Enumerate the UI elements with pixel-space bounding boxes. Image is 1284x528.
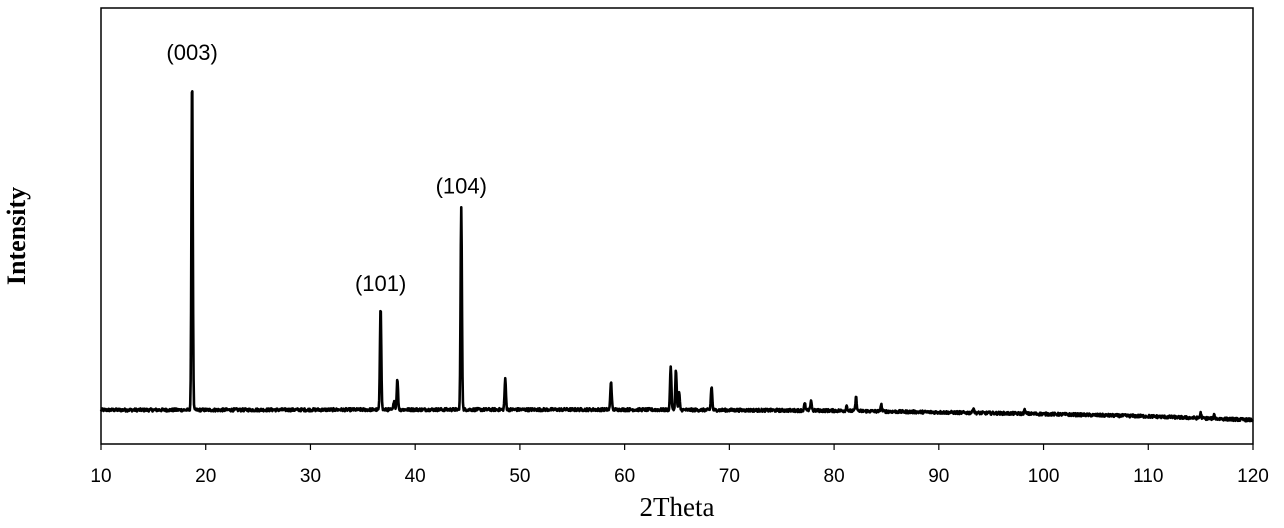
series-group [99,90,1254,423]
x-tick-label: 20 [195,466,216,487]
x-tick-label: 90 [928,466,949,487]
x-tick-label: 50 [509,466,530,487]
x-tick-label: 110 [1133,466,1163,487]
peak-annotations: (003) (101) (104) [166,40,487,296]
y-axis-title: Intensity [2,187,31,285]
x-tick-label: 70 [719,466,740,487]
x-tick-label: 100 [1028,466,1060,487]
plot-frame [100,7,1254,445]
x-tick-label: 120 [1237,466,1269,487]
peak-label: (104) [436,174,487,199]
x-axis-title: 2Theta [640,492,715,522]
x-tick-label: 30 [300,466,321,487]
x-tick-label: 10 [90,466,111,487]
x-tick-label: 80 [824,466,845,487]
x-tick-label: 60 [614,466,635,487]
xrd-pattern-line [99,90,1254,423]
peak-label: (003) [166,40,217,65]
x-tick-label: 40 [405,466,426,487]
x-ticks: 10 20 30 40 50 60 70 80 90 100 110 120 [90,444,1269,487]
peak-label: (101) [355,271,406,296]
